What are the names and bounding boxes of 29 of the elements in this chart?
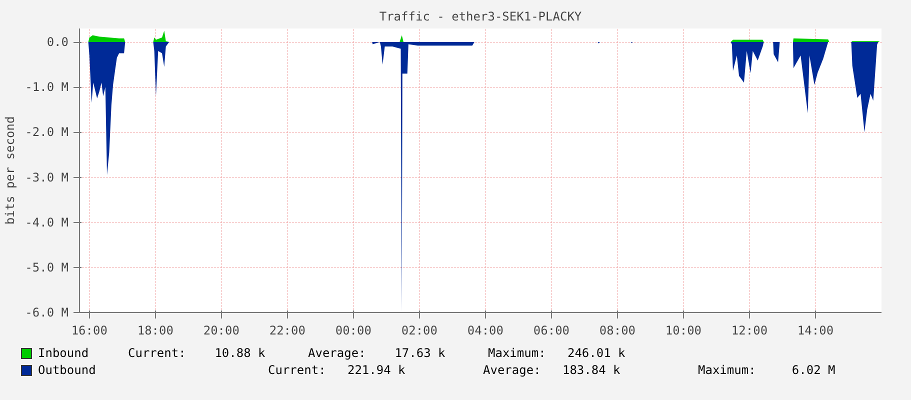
y-tick-label: 0.0 bbox=[46, 35, 69, 50]
y-tick-label: -1.0 M bbox=[25, 80, 69, 94]
text: Maximum: 6.02 M bbox=[698, 362, 836, 379]
x-tick-label: 00:00 bbox=[335, 324, 372, 338]
y-tick-label: -6.0 M bbox=[25, 306, 69, 320]
x-tick-label: 02:00 bbox=[401, 324, 438, 338]
x-tick-label: 10:00 bbox=[665, 324, 702, 338]
text: Current: 10.88 k bbox=[128, 345, 266, 362]
text: Current: 221.94 k bbox=[268, 362, 406, 379]
y-tick-label: -3.0 M bbox=[25, 170, 69, 184]
x-tick-label: 18:00 bbox=[137, 324, 174, 338]
y-tick-label: -5.0 M bbox=[25, 260, 69, 274]
y-tick-label: -4.0 M bbox=[25, 215, 69, 230]
y-axis-title: bits per second bbox=[3, 116, 18, 225]
legend-label: Inbound bbox=[38, 345, 90, 362]
x-tick-label: 22:00 bbox=[269, 324, 306, 338]
text: Maximum: 246.01 k bbox=[488, 345, 626, 362]
x-tick-label: 06:00 bbox=[533, 324, 570, 338]
x-tick-label: 08:00 bbox=[599, 324, 636, 338]
x-tick-label: 14:00 bbox=[797, 324, 834, 338]
text: Average: 17.63 k bbox=[308, 345, 446, 362]
chart-title: Traffic - ether3-SEK1-PLACKY bbox=[379, 10, 582, 24]
x-tick-label: 20:00 bbox=[203, 324, 240, 338]
legend-label: Outbound bbox=[38, 362, 97, 379]
x-tick-label: 04:00 bbox=[467, 324, 504, 338]
y-tick-label: -2.0 M bbox=[25, 125, 69, 140]
text: Average: 183.84 k bbox=[483, 362, 622, 379]
x-tick-label: 12:00 bbox=[731, 324, 768, 338]
x-tick-label: 16:00 bbox=[71, 324, 108, 338]
